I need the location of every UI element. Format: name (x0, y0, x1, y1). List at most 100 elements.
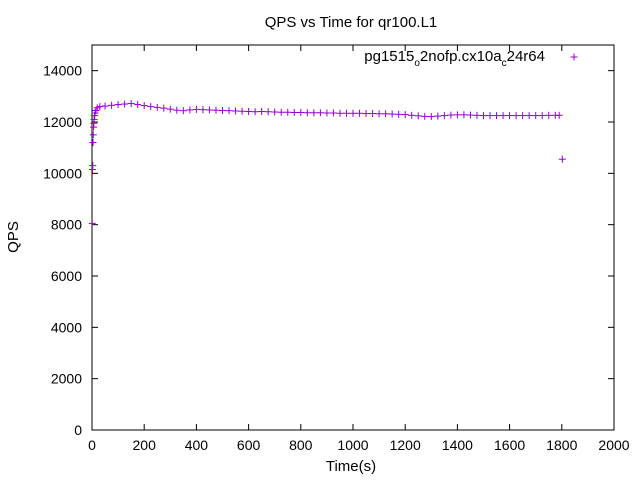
data-point (284, 108, 292, 116)
data-point (277, 108, 285, 116)
data-point (225, 107, 233, 115)
data-point (89, 131, 97, 139)
plot-frame (91, 44, 615, 431)
data-point (434, 112, 442, 120)
y-tick-label: 2000 (51, 371, 82, 387)
data-point (388, 110, 396, 118)
legend-marker-plus (570, 53, 578, 61)
data-point (160, 104, 168, 112)
data-point (545, 111, 553, 119)
data-point (336, 109, 344, 117)
data-point (108, 101, 116, 109)
data-point (316, 109, 324, 117)
data-point (493, 112, 501, 120)
data-point (101, 102, 109, 110)
y-tick-label: 8000 (51, 217, 82, 233)
data-point (199, 106, 207, 114)
data-point (323, 109, 331, 117)
x-axis-title: Time(s) (326, 458, 376, 475)
y-axis-ticks: 0 2000 4000 6000 8000 10000 12000 14000 (43, 63, 614, 438)
data-point (460, 111, 468, 119)
y-tick-label: 4000 (51, 319, 82, 335)
data-point (486, 112, 494, 120)
data-point (251, 108, 259, 116)
data-point (166, 105, 174, 113)
x-tick-label: 600 (237, 437, 261, 453)
x-tick-label: 1200 (390, 437, 421, 453)
data-point (329, 109, 337, 117)
data-point (205, 106, 213, 114)
data-point (290, 109, 298, 117)
data-point (375, 110, 383, 118)
data-point (480, 112, 487, 120)
data-point (140, 102, 148, 110)
data-point (395, 110, 403, 118)
data-point (356, 109, 364, 117)
legend-label-part-1: pg1515 (364, 48, 414, 65)
data-point (499, 112, 507, 120)
data-point (192, 105, 200, 113)
data-point (219, 106, 226, 114)
x-tick-label: 1000 (337, 437, 368, 453)
data-point (88, 219, 96, 227)
legend-label-subscript-1: o (414, 58, 420, 69)
y-axis-title: QPS (5, 221, 22, 253)
x-tick-label: 1800 (546, 437, 577, 453)
data-point (440, 112, 448, 120)
data-point (466, 111, 474, 119)
data-point (532, 112, 540, 120)
data-point (179, 107, 187, 115)
data-point (401, 111, 409, 119)
data-point (421, 112, 429, 120)
data-point (238, 107, 246, 115)
y-tick-label: 0 (74, 422, 82, 438)
data-point (297, 109, 305, 117)
data-point (212, 106, 220, 114)
data-point (303, 109, 311, 117)
data-point (414, 112, 422, 120)
data-point (134, 101, 142, 109)
data-point (89, 162, 97, 170)
x-tick-label: 1400 (442, 437, 473, 453)
legend-marker (570, 53, 578, 61)
x-tick-label: 800 (289, 437, 313, 453)
data-point (89, 139, 97, 147)
data-point (382, 110, 390, 118)
legend-label: pg1515o2nofp.cx10ac24r64 (364, 48, 545, 69)
data-point (519, 112, 527, 120)
y-tick-label: 12000 (43, 114, 82, 130)
x-tick-label: 400 (185, 437, 209, 453)
legend-label-subscript-2: c (502, 58, 507, 69)
legend-label-part-3: 24r64 (507, 48, 545, 65)
chart-title: QPS vs Time for qr100.L1 (265, 14, 438, 31)
data-point (558, 155, 566, 163)
x-tick-label: 1600 (494, 437, 525, 453)
data-point (264, 108, 272, 116)
data-point (121, 100, 129, 108)
data-point (525, 112, 533, 120)
data-point (186, 106, 194, 114)
data-point (245, 107, 253, 115)
data-points (88, 100, 566, 227)
x-tick-label: 0 (88, 437, 96, 453)
data-point (362, 110, 370, 118)
y-tick-label: 14000 (43, 63, 82, 79)
data-point (555, 111, 563, 119)
x-tick-label: 200 (133, 437, 157, 453)
data-point (427, 113, 435, 121)
legend-label-part-2: 2nofp.cx10a (420, 48, 502, 65)
data-point (453, 111, 461, 119)
y-tick-label: 6000 (51, 268, 82, 284)
data-point (232, 107, 240, 115)
data-point (153, 103, 161, 111)
data-point (271, 108, 279, 116)
y-tick-label: 10000 (43, 165, 82, 181)
data-point (147, 103, 155, 111)
data-point (173, 106, 181, 114)
data-point (127, 100, 135, 108)
data-point (114, 101, 122, 109)
data-point (447, 111, 455, 119)
data-point (506, 112, 514, 120)
data-point (369, 110, 377, 118)
